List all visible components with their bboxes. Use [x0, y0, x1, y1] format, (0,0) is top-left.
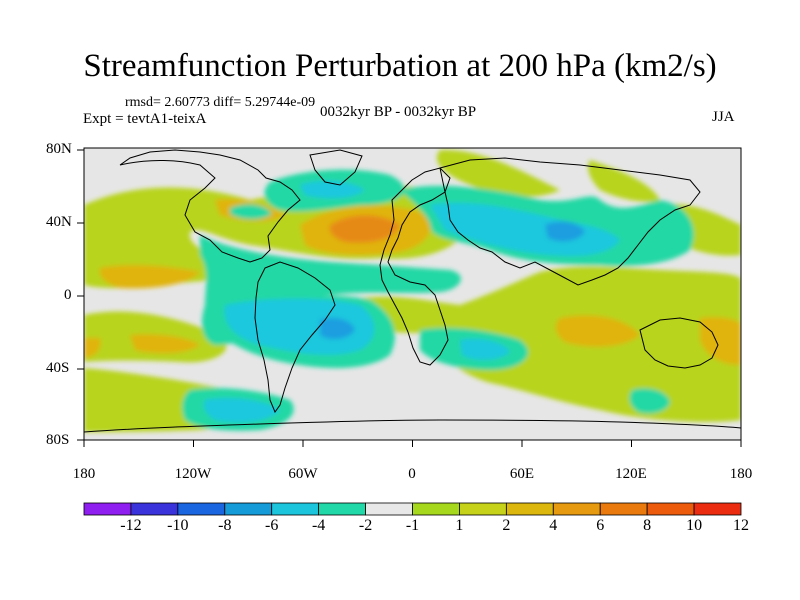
australia-coast — [639, 317, 719, 369]
colorbar-label: 8 — [643, 517, 652, 534]
colorbar-label: -2 — [358, 517, 373, 534]
x-tick-label: 0 — [408, 466, 416, 482]
coastlines — [84, 149, 741, 433]
rmsd-diff-text: rmsd= 2.60773 diff= 5.29744e-09 — [125, 95, 316, 110]
x-tick-label: 120W — [174, 466, 212, 482]
greenland-coast — [309, 149, 363, 186]
colorbar-box — [693, 502, 742, 516]
positive-region — [588, 160, 660, 202]
colorbar-box — [552, 502, 601, 516]
negative-strong-region — [203, 398, 280, 423]
negative-strong-region — [430, 202, 620, 257]
colorbar-box — [646, 502, 695, 516]
negative-strong-region — [300, 180, 365, 199]
x-tick-label: 60W — [288, 466, 318, 482]
colorbar-label: -8 — [218, 517, 232, 534]
x-ticks — [83, 440, 742, 447]
y-tick-label: 40S — [46, 360, 70, 376]
positive-strong-region — [99, 265, 200, 289]
antarctica-coast — [84, 419, 741, 433]
colorbar-box — [459, 502, 507, 516]
colorbar-box — [412, 502, 460, 516]
y-tick-label: 80S — [46, 432, 70, 448]
colorbar-box — [224, 502, 273, 516]
x-tick-label: 60E — [509, 466, 535, 482]
x-tick-label: 180 — [729, 466, 753, 482]
positive-strong-region — [329, 215, 400, 243]
colorbar-box — [505, 502, 554, 516]
positive-region — [342, 266, 741, 422]
plot-title: Streamfunction Perturbation at 200 hPa (… — [83, 48, 717, 84]
negative-region — [230, 204, 272, 220]
europe-africa-coast — [379, 167, 451, 366]
positive-strong-region — [700, 317, 741, 365]
colorbar-label: 6 — [596, 517, 605, 534]
colorbar-box — [365, 502, 413, 516]
colorbar-label: 10 — [686, 517, 703, 534]
negative-strong-region — [224, 298, 375, 355]
colorbar-label: -6 — [265, 517, 279, 534]
colorbar-box — [599, 502, 648, 516]
y-ticks — [77, 149, 84, 441]
south-america-coast — [254, 261, 336, 414]
colorbar-box — [83, 502, 132, 516]
x-tick-label: 180 — [72, 466, 96, 482]
colorbar-label: 2 — [502, 517, 511, 534]
contour-field — [84, 148, 741, 440]
colorbar-label: 4 — [549, 517, 558, 534]
x-tick-label: 120E — [615, 466, 647, 482]
negative-strong-region — [320, 318, 355, 340]
colorbar-label: 1 — [455, 517, 464, 534]
colorbar-box — [271, 502, 320, 516]
season-label: JJA — [712, 109, 735, 125]
y-tick-label: 0 — [64, 287, 72, 303]
colorbar-box — [318, 502, 366, 516]
positive-strong-region — [555, 315, 640, 347]
negative-strong-region — [545, 221, 585, 242]
colorbar — [83, 502, 742, 516]
colorbar-label: -12 — [120, 517, 142, 534]
period-label: 0032kyr BP - 0032kyr BP — [320, 104, 477, 120]
positive-strong-region — [130, 334, 200, 354]
colorbar-label: -10 — [167, 517, 189, 534]
north-america-coast — [119, 149, 301, 263]
positive-strong-region — [84, 338, 101, 358]
negative-strong-region — [460, 338, 510, 360]
colorbar-label: 12 — [733, 517, 749, 534]
positive-region — [436, 149, 560, 197]
experiment-label: Expt = tevtA1-teixA — [83, 111, 207, 127]
asia-coast — [439, 157, 701, 286]
y-tick-label: 80N — [46, 141, 72, 157]
colorbar-label: -1 — [405, 517, 420, 534]
negative-region — [629, 388, 670, 414]
colorbar-box — [130, 502, 179, 516]
y-tick-label: 40N — [46, 214, 72, 230]
colorbar-label: -4 — [311, 517, 326, 534]
colorbar-box — [177, 502, 226, 516]
